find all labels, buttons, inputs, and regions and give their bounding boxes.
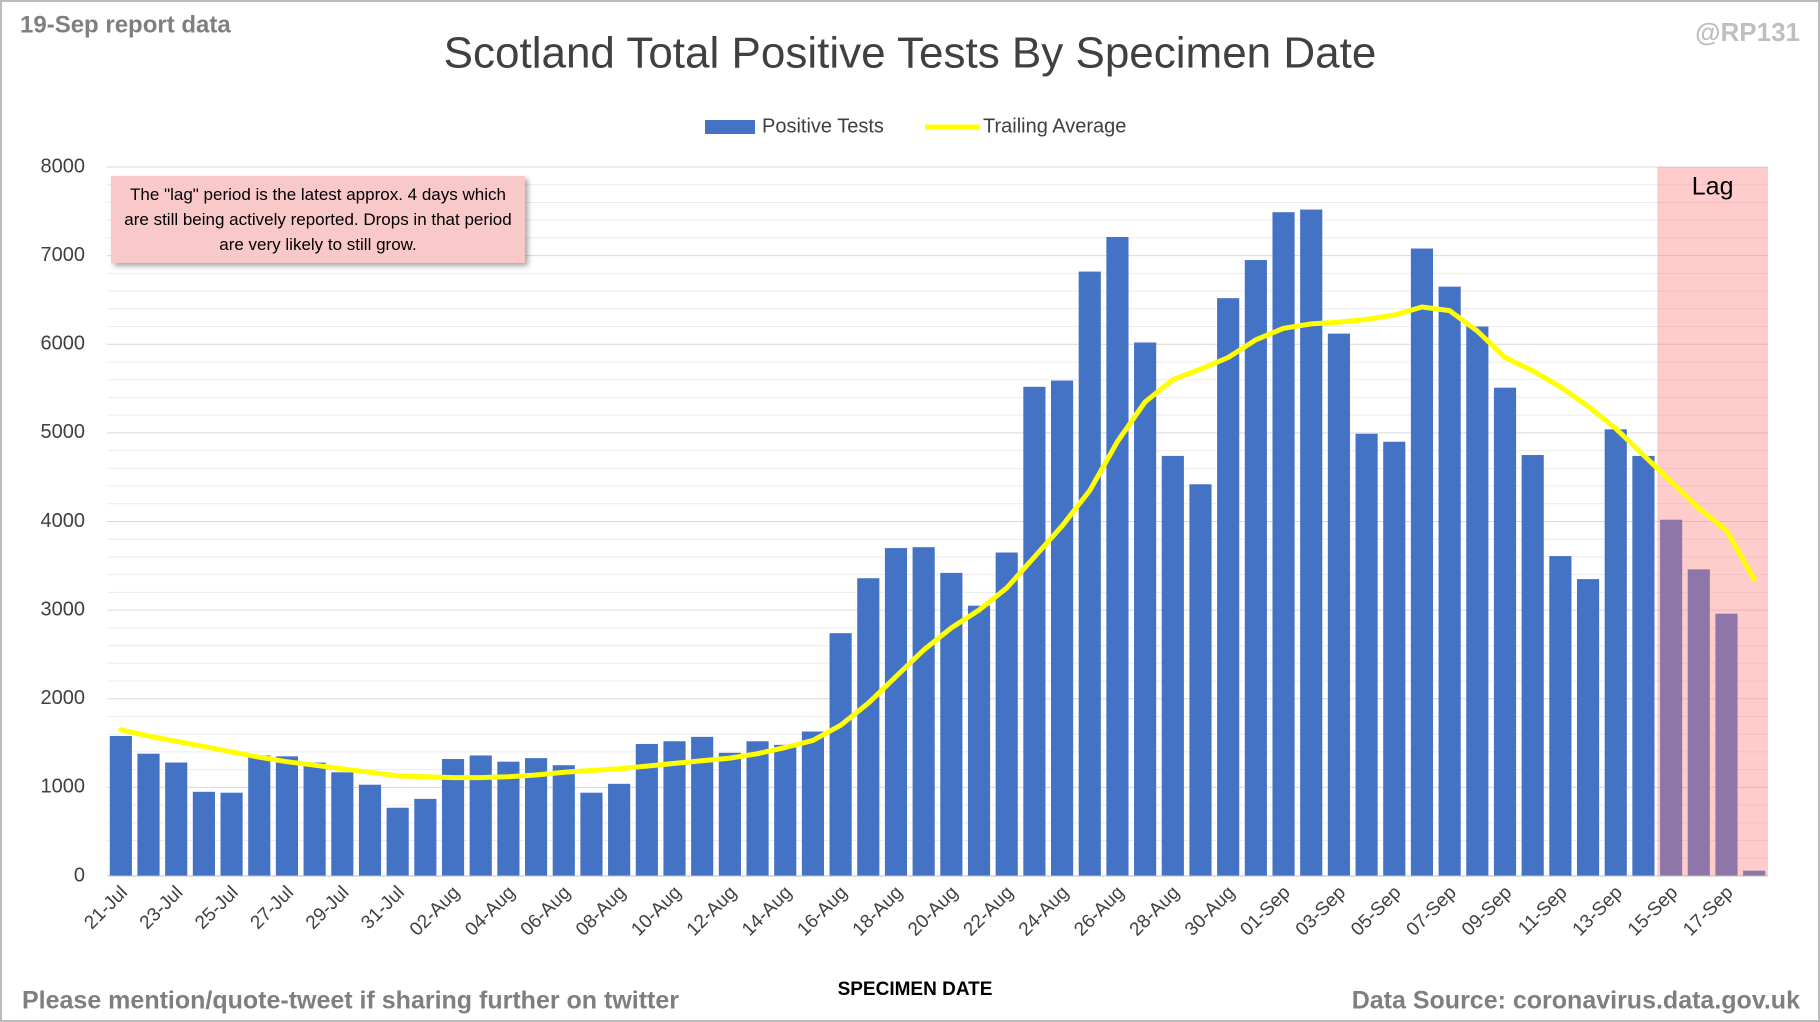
bar (386, 807, 409, 876)
legend-label: Positive Tests (762, 115, 884, 137)
bar (220, 792, 243, 876)
bar (940, 572, 963, 876)
bar (1410, 248, 1434, 876)
report-note: 19-Sep report data (20, 11, 231, 38)
bar (884, 548, 908, 876)
bar (967, 605, 991, 876)
lag-label: Lag (1692, 173, 1734, 201)
bar (857, 578, 880, 876)
bar (1521, 455, 1544, 876)
bar (358, 784, 382, 876)
chart-title: Scotland Total Positive Tests By Specime… (444, 29, 1377, 78)
legend-label: Trailing Average (983, 115, 1126, 137)
bar (248, 755, 271, 876)
y-tick-label: 2000 (41, 687, 86, 709)
bar (829, 633, 852, 876)
bar (552, 765, 575, 876)
bar (580, 792, 603, 876)
legend-swatch (705, 120, 755, 134)
bar (801, 731, 824, 876)
bar (469, 755, 492, 876)
y-tick-label: 8000 (41, 155, 86, 177)
y-tick-label: 5000 (41, 421, 86, 443)
annotation: The "lag" period is the latest approx. 4… (111, 176, 525, 263)
bar (1327, 333, 1350, 876)
bar (1660, 519, 1683, 876)
bar (774, 744, 797, 876)
bar (1604, 429, 1627, 876)
handle: @RP131 (1695, 17, 1800, 47)
bar (1355, 433, 1378, 876)
bar (1383, 441, 1406, 876)
bar (1244, 260, 1267, 876)
bar (1106, 237, 1129, 877)
bar (995, 552, 1018, 876)
bar (303, 762, 326, 876)
bar (192, 791, 215, 876)
bar (1743, 870, 1766, 876)
bar (1161, 455, 1184, 876)
bar (663, 741, 686, 876)
bar (414, 798, 437, 876)
y-tick-label: 3000 (41, 598, 86, 620)
bar (137, 753, 160, 876)
x-axis-title: SPECIMEN DATE (838, 979, 993, 1000)
bar (1078, 271, 1101, 876)
bar (912, 547, 935, 876)
bar (1134, 342, 1157, 876)
bar (1493, 387, 1517, 876)
footer-left: Please mention/quote-tweet if sharing fu… (22, 987, 679, 1015)
bar (1549, 556, 1572, 876)
y-tick-label: 1000 (41, 776, 86, 798)
y-tick-label: 0 (74, 864, 85, 886)
y-tick-label: 4000 (41, 510, 86, 532)
bar (718, 752, 741, 876)
bar (1300, 209, 1323, 877)
bar (497, 761, 520, 876)
bar (525, 758, 548, 876)
bar (635, 743, 658, 876)
bar (1715, 613, 1738, 876)
y-tick-label: 7000 (41, 244, 86, 266)
bar (109, 735, 132, 876)
bar (165, 762, 188, 876)
bar (1687, 569, 1710, 876)
bar (1023, 386, 1046, 876)
bar (608, 783, 631, 876)
bar (441, 759, 465, 876)
bar (746, 741, 769, 876)
bar (1576, 579, 1600, 876)
bar (1438, 286, 1461, 876)
bar (275, 756, 299, 876)
footer-right: Data Source: coronavirus.data.gov.uk (1352, 987, 1800, 1015)
bar (691, 736, 714, 876)
bar (1272, 212, 1295, 877)
bar (331, 772, 354, 876)
bar (1632, 455, 1655, 876)
bar (1466, 326, 1489, 876)
bar (1189, 484, 1212, 876)
trend-line (118, 304, 1757, 781)
bar (1217, 298, 1240, 876)
y-tick-label: 6000 (41, 333, 86, 355)
bar (1051, 380, 1074, 876)
